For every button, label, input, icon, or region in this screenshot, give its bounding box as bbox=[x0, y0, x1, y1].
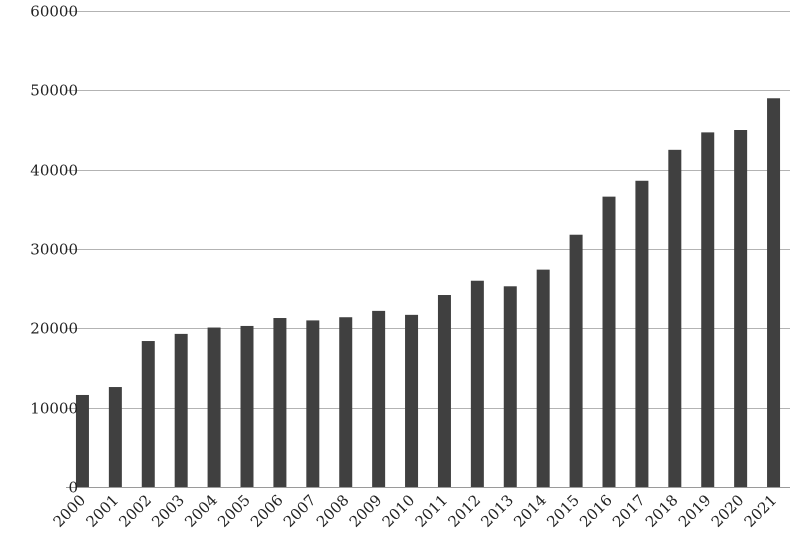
bar-2019 bbox=[701, 132, 715, 487]
x-tick-label: 2020 bbox=[708, 491, 748, 531]
bar-2004 bbox=[207, 327, 221, 487]
bar-2017 bbox=[635, 180, 649, 487]
bar-2000 bbox=[75, 394, 89, 487]
x-tick-label: 2013 bbox=[477, 491, 517, 531]
x-tick-label: 2003 bbox=[148, 491, 188, 531]
x-tick-label: 2019 bbox=[675, 491, 715, 531]
x-tick-label: 2012 bbox=[444, 491, 484, 531]
x-tick-label: 2010 bbox=[379, 491, 419, 531]
bar-2009 bbox=[372, 310, 386, 487]
x-tick-label: 2016 bbox=[576, 491, 616, 531]
x-axis-tick-labels: 2000200120022003200420052006200720082009… bbox=[50, 491, 781, 531]
bar-2018 bbox=[668, 149, 682, 487]
bar-2002 bbox=[141, 341, 155, 487]
y-axis-tick-labels: 0 10000 20000 30000 40000 50000 60000 bbox=[30, 3, 78, 497]
x-tick-label: 2007 bbox=[280, 491, 320, 531]
y-tick-label: 20000 bbox=[30, 320, 78, 338]
x-tick-label: 2009 bbox=[346, 491, 386, 531]
x-tick-label: 2005 bbox=[214, 491, 254, 531]
y-tick-label: 40000 bbox=[30, 162, 78, 180]
bar-2011 bbox=[437, 295, 451, 487]
x-tick-label: 2017 bbox=[609, 491, 649, 531]
bar-2012 bbox=[470, 280, 484, 487]
x-tick-label: 2008 bbox=[313, 491, 353, 531]
bar-2005 bbox=[240, 325, 254, 487]
bar-2003 bbox=[174, 333, 188, 487]
y-tick-label: 0 bbox=[68, 479, 78, 497]
bar-2008 bbox=[339, 317, 353, 487]
x-tick-label: 2018 bbox=[642, 491, 682, 531]
bar-2015 bbox=[569, 234, 583, 487]
x-tick-label: 2015 bbox=[543, 491, 583, 531]
y-tick-label: 50000 bbox=[30, 82, 78, 100]
x-tick-label: 2014 bbox=[510, 491, 550, 531]
x-tick-label: 2001 bbox=[82, 491, 122, 531]
gridlines bbox=[66, 11, 790, 488]
bars bbox=[75, 98, 781, 488]
bar-2016 bbox=[602, 196, 616, 487]
y-tick-label: 60000 bbox=[30, 3, 78, 21]
y-tick-label: 10000 bbox=[30, 400, 78, 418]
y-tick-label: 30000 bbox=[30, 241, 78, 259]
bar-2010 bbox=[405, 314, 419, 487]
x-tick-label: 2002 bbox=[115, 491, 155, 531]
x-tick-label: 2021 bbox=[741, 491, 781, 531]
bar-2006 bbox=[273, 318, 287, 487]
bar-2020 bbox=[734, 130, 748, 487]
bar-2013 bbox=[503, 286, 517, 487]
bar-2021 bbox=[767, 98, 781, 488]
bar-2014 bbox=[536, 269, 550, 487]
bar-2001 bbox=[108, 387, 122, 487]
x-tick-label: 2000 bbox=[50, 491, 90, 531]
x-tick-label: 2011 bbox=[412, 491, 452, 531]
x-tick-label: 2006 bbox=[247, 491, 287, 531]
x-tick-label: 2004 bbox=[181, 491, 221, 531]
bar-2007 bbox=[306, 320, 320, 487]
